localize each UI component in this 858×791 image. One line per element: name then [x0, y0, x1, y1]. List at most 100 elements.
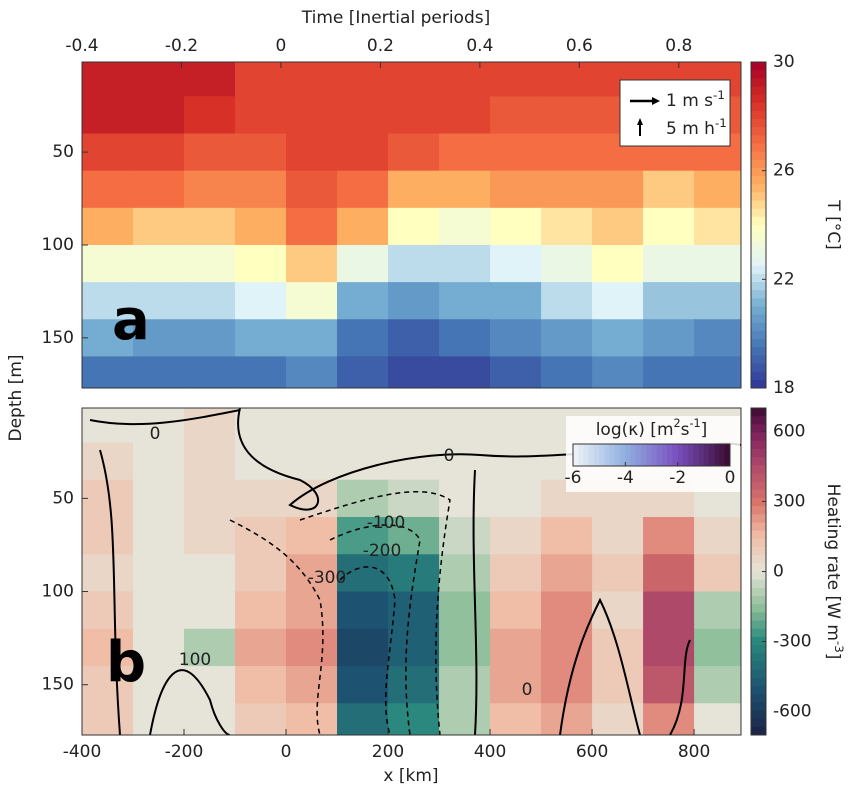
inset-tick-label: -2: [669, 468, 686, 488]
label-part: log(κ) [m: [596, 420, 674, 440]
colorbar-swatch: [751, 555, 766, 564]
x-tick-label: 800: [678, 742, 710, 762]
cell: [592, 207, 644, 246]
cell: [439, 319, 491, 358]
legend-arrow: [637, 118, 643, 125]
colorbar-swatch: [751, 127, 766, 136]
cell: [643, 591, 695, 630]
cell: [439, 170, 491, 209]
cell: [184, 591, 236, 630]
cell: [337, 517, 389, 555]
cell: [541, 133, 593, 172]
colorbar-swatch: [751, 151, 766, 161]
cell: [337, 96, 389, 135]
cell: [133, 133, 185, 172]
cell: [82, 442, 134, 481]
cell: [490, 442, 542, 481]
cell: [694, 591, 741, 630]
colorbar-swatch: [751, 216, 766, 226]
cell: [184, 554, 236, 593]
cell: [133, 442, 185, 481]
inset-swatch: [709, 444, 715, 466]
colorbar-swatch: [751, 538, 766, 548]
cell: [439, 554, 491, 593]
cell: [490, 207, 542, 246]
cell: [235, 319, 287, 358]
inset-swatch: [573, 444, 579, 466]
y-axis-label: Depth [m]: [6, 354, 26, 441]
cell: [133, 628, 185, 667]
cell: [643, 666, 695, 704]
cell: [337, 703, 389, 735]
cell: [337, 408, 389, 444]
cell: [286, 319, 338, 358]
colorbar-swatch: [751, 339, 766, 348]
cell: [388, 591, 440, 630]
cell: [388, 282, 440, 320]
colorbar-swatch: [751, 355, 766, 365]
contour-label: -100: [367, 513, 406, 533]
cell: [592, 244, 644, 283]
cell: [439, 133, 491, 172]
colorbar-swatch: [751, 440, 766, 450]
cell: [286, 96, 338, 135]
cell: [184, 408, 236, 444]
cell: [439, 207, 491, 246]
cell: [286, 207, 338, 246]
cell: [235, 356, 287, 388]
inset-swatch: [578, 444, 584, 466]
top-axis-label: Time [Inertial periods]: [301, 8, 490, 28]
colorbar-tick-label: 18: [773, 378, 795, 398]
inset-swatch: [635, 444, 642, 466]
inset-tick-label: -6: [565, 468, 582, 488]
cell: [235, 554, 287, 593]
cell: [235, 170, 287, 209]
cell: [286, 554, 338, 593]
cell: [388, 356, 440, 388]
cell: [82, 591, 134, 630]
cell: [82, 62, 134, 97]
colorbar-swatch: [751, 241, 766, 250]
cell: [184, 628, 236, 667]
cell: [643, 356, 695, 388]
inset-swatch: [656, 444, 663, 466]
colorbar-swatch: [751, 249, 766, 259]
contour-label: 100: [179, 650, 211, 670]
colorbar-swatch: [751, 489, 766, 499]
colorbar-swatch: [751, 457, 766, 466]
top-tick-label: 0.2: [367, 36, 394, 56]
cell: [388, 170, 440, 209]
colorbar-swatch: [751, 628, 766, 638]
cell: [235, 666, 287, 704]
colorbar-swatch: [751, 530, 766, 540]
cell: [82, 703, 134, 735]
cell: [184, 282, 236, 320]
colorbar-swatch: [751, 604, 766, 613]
inset-swatch: [724, 444, 731, 466]
cell: [286, 442, 338, 481]
cell: [133, 170, 185, 209]
inset-tick-label: -4: [617, 468, 634, 488]
label-part: -1: [713, 88, 725, 102]
colorbar-swatch: [751, 424, 766, 434]
colorbar-swatch: [751, 233, 766, 242]
inset-swatch: [588, 444, 595, 466]
inset-swatch: [693, 444, 700, 466]
x-axis-label: x [km]: [383, 766, 438, 786]
colorbar-swatch: [751, 669, 766, 679]
cell: [337, 591, 389, 630]
cell: [235, 133, 287, 172]
cell: [82, 517, 134, 555]
cell: [184, 479, 236, 518]
cell: [541, 282, 593, 320]
cell: [694, 517, 741, 555]
cell: [184, 62, 236, 97]
contours: [89, 408, 741, 735]
x-tick-label: 400: [474, 742, 506, 762]
cell: [337, 356, 389, 388]
cell: [541, 319, 593, 358]
inset-swatch: [583, 444, 590, 466]
cell: [133, 207, 185, 246]
cell: [490, 356, 542, 388]
